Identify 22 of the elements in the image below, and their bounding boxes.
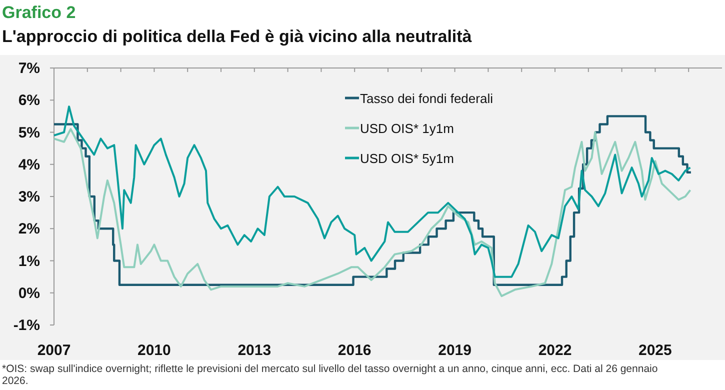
x-tick-label: 2013 — [238, 342, 272, 359]
chart-title: Grafico 2 — [2, 3, 76, 22]
y-tick-label: 2% — [18, 220, 40, 238]
y-tick-label: 3% — [18, 188, 40, 206]
y-tick-label: -1% — [13, 317, 40, 334]
y-tick-label: 6% — [18, 92, 40, 110]
legend-label: Tasso dei fondi federali — [360, 91, 494, 106]
y-tick-label: 5% — [18, 124, 40, 142]
y-tick-label: 0% — [18, 284, 40, 302]
y-tick-label: 4% — [18, 156, 40, 174]
x-tick-label: 2025 — [638, 342, 672, 359]
legend-label: USD OIS* 5y1m — [360, 151, 454, 166]
legend-label: USD OIS* 1y1m — [360, 121, 454, 136]
y-tick-label: 1% — [18, 252, 40, 270]
x-tick-label: 2022 — [538, 342, 572, 359]
x-tick-label: 2010 — [138, 342, 171, 359]
y-tick-label: 7% — [18, 60, 40, 77]
chart-subtitle: L'approccio di politica della Fed è già vicino alla neutralità — [2, 27, 472, 46]
text: *OIS: swap sull'indice overnight; riflette le previsioni del mercato sul livello del tasso overnight a un anno, cinque anni, ecc. Dati al 26 gennaio 2026. — [2, 363, 658, 387]
x-tick-label: 2019 — [438, 342, 472, 359]
x-tick-label: 2016 — [338, 342, 372, 359]
x-tick-label: 2007 — [37, 342, 71, 359]
